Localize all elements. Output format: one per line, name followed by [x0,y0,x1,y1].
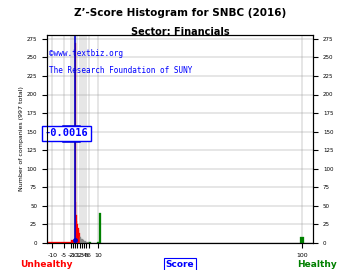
Bar [87,242,89,243]
Bar [50,242,53,243]
Bar [74,239,75,243]
Bar [79,233,80,243]
Bar [90,242,91,243]
Text: The Research Foundation of SUNY: The Research Foundation of SUNY [49,66,193,75]
Bar [82,239,83,243]
Bar [99,213,101,243]
Bar [80,237,81,243]
Bar [86,242,87,243]
Text: Sector: Financials: Sector: Financials [131,27,229,37]
Text: -0.0016: -0.0016 [45,128,89,138]
Bar [57,242,59,243]
Bar [53,242,55,243]
Bar [300,237,304,243]
Bar [66,242,68,243]
Bar [77,224,78,243]
Text: ©www.textbiz.org: ©www.textbiz.org [49,49,123,58]
Bar [59,242,62,243]
Bar [62,242,64,243]
Bar [97,242,99,243]
Text: Score: Score [166,260,194,269]
Bar [76,215,77,243]
Bar [84,241,85,243]
Bar [68,242,71,243]
Bar [83,240,84,243]
Text: Unhealthy: Unhealthy [21,260,73,269]
Bar [89,242,90,243]
Bar [64,242,66,243]
Y-axis label: Number of companies (997 total): Number of companies (997 total) [19,87,24,191]
Text: Healthy: Healthy [297,260,337,269]
Bar [48,242,50,243]
Bar [81,239,82,243]
Bar [55,242,57,243]
Bar [78,230,79,243]
Bar [85,241,86,243]
Bar [71,240,73,243]
Bar [73,241,74,243]
Bar [75,42,76,243]
Text: Z’-Score Histogram for SNBC (2016): Z’-Score Histogram for SNBC (2016) [74,8,286,18]
